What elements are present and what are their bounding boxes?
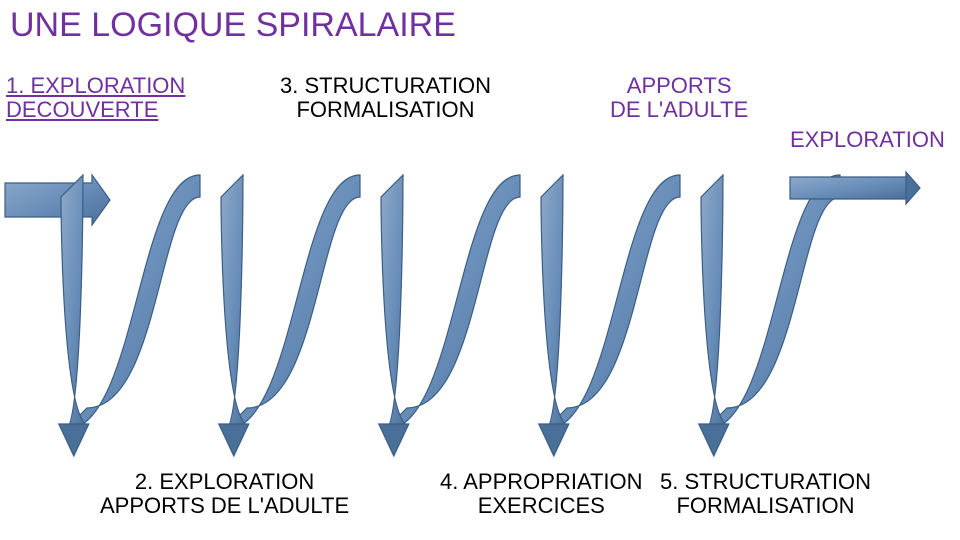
lbl-2: 2. EXPLORATION APPORTS DE L'ADULTE bbox=[100, 470, 349, 518]
lbl-1: 1. EXPLORATION DECOUVERTE bbox=[6, 74, 185, 122]
lbl-4: 4. APPROPRIATION EXERCICES bbox=[440, 470, 643, 518]
lbl-apports: APPORTS DE L'ADULTE bbox=[610, 74, 748, 122]
lbl-exploration: EXPLORATION bbox=[790, 128, 945, 152]
page-title: UNE LOGIQUE SPIRALAIRE bbox=[10, 6, 456, 45]
lbl-3: 3. STRUCTURATION FORMALISATION bbox=[280, 74, 491, 122]
page-root: UNE LOGIQUE SPIRALAIRE 1. EXPLORATION DE… bbox=[0, 0, 960, 540]
lbl-5: 5. STRUCTURATION FORMALISATION bbox=[660, 470, 871, 518]
